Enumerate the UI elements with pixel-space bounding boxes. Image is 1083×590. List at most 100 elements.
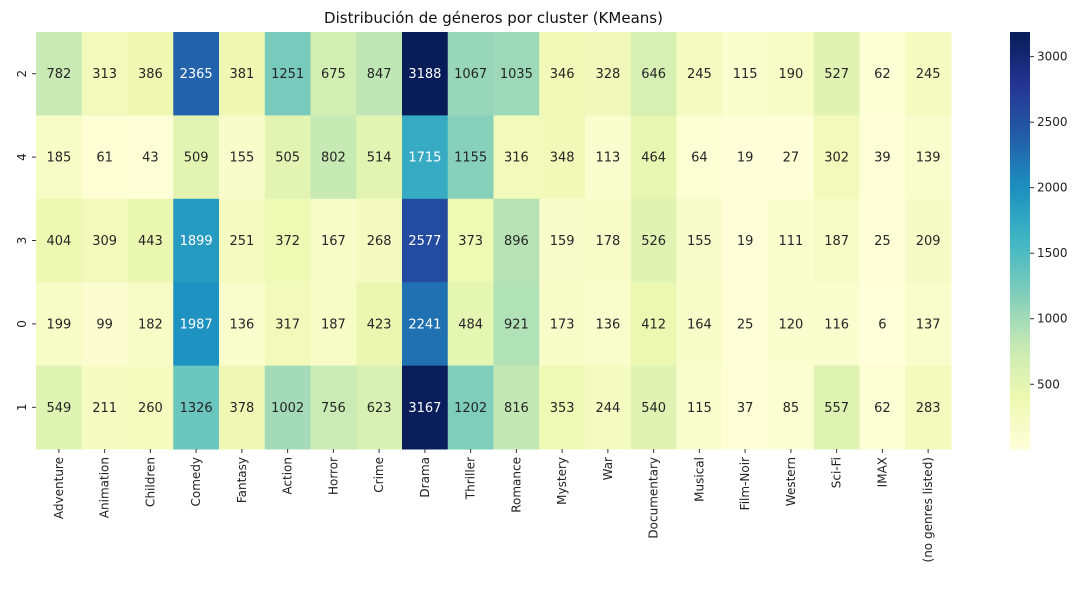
colorbar-segment — [1010, 216, 1030, 221]
cell-value-label: 211 — [92, 401, 117, 416]
colorbar-segment — [1010, 285, 1030, 290]
heatmap-cell — [859, 115, 906, 200]
heatmap-cell — [219, 198, 266, 283]
y-tick-label: 3 — [15, 237, 29, 245]
colorbar-segment — [1010, 219, 1030, 224]
colorbar-segment — [1010, 435, 1030, 440]
colorbar-segment — [1010, 108, 1030, 113]
colorbar-segment — [1010, 164, 1030, 169]
cell-value-label: 182 — [138, 317, 163, 332]
heatmap-cell — [539, 198, 586, 283]
cell-value-label: 25 — [737, 317, 754, 332]
heatmap-cell — [173, 32, 220, 116]
heatmap-cell — [905, 282, 952, 367]
heatmap-cell — [768, 282, 815, 367]
cell-value-label: 509 — [184, 151, 209, 166]
heatmap-cell — [630, 32, 677, 116]
cell-value-label: 484 — [458, 317, 483, 332]
x-tick-label: (no genres listed) — [921, 457, 935, 562]
heatmap-cell — [676, 115, 723, 200]
heatmap-cell — [585, 115, 632, 200]
colorbar-segment — [1010, 233, 1030, 238]
cell-value-label: 549 — [46, 401, 71, 416]
colorbar-segment — [1010, 177, 1030, 183]
x-tick-label: Adventure — [52, 457, 66, 519]
cell-value-label: 381 — [229, 67, 254, 82]
colorbar-segment — [1010, 386, 1030, 391]
heatmap-cell — [356, 198, 403, 283]
cell-value-label: 896 — [504, 234, 529, 249]
heatmap-cell — [630, 282, 677, 367]
cell-value-label: 268 — [367, 234, 392, 249]
cell-value-label: 115 — [733, 67, 758, 82]
colorbar-segment — [1010, 282, 1030, 287]
colorbar-segment — [1010, 247, 1030, 252]
heatmap-cell — [81, 198, 128, 283]
colorbar-segment — [1010, 101, 1030, 106]
colorbar-segment — [1010, 243, 1030, 249]
heatmap-cell — [859, 282, 906, 367]
heatmap-cell — [356, 32, 403, 116]
heatmap-cell — [173, 115, 220, 200]
cell-value-label: 251 — [229, 234, 254, 249]
colorbar-segment — [1010, 139, 1030, 144]
cell-value-label: 187 — [321, 317, 346, 332]
colorbar-segment — [1010, 355, 1030, 360]
colorbar-segment — [1010, 389, 1030, 394]
colorbar-segment — [1010, 143, 1030, 148]
colorbar-segment — [1010, 157, 1030, 162]
colorbar-segment — [1010, 421, 1030, 426]
colorbar-segment — [1010, 91, 1030, 96]
colorbar-segment — [1010, 313, 1030, 318]
heatmap-cell — [36, 32, 83, 116]
colorbar-segment — [1010, 171, 1030, 176]
heatmap-cell — [859, 32, 906, 116]
colorbar-segment — [1010, 292, 1030, 297]
colorbar-segment — [1010, 369, 1030, 374]
colorbar-tick-label: 3000 — [1037, 50, 1068, 64]
heatmap-cell — [539, 365, 586, 450]
y-tick-label: 4 — [15, 153, 29, 161]
x-tick-label: Children — [143, 457, 157, 507]
colorbar-segment — [1010, 351, 1030, 356]
cell-value-label: 137 — [916, 317, 941, 332]
cell-value-label: 328 — [595, 67, 620, 82]
colorbar-segment — [1010, 344, 1030, 349]
colorbar-segment — [1010, 341, 1030, 346]
cell-value-label: 27 — [783, 151, 800, 166]
colorbar-segment — [1010, 94, 1030, 99]
cell-value-label: 317 — [275, 317, 300, 332]
x-tick-label: War — [601, 457, 615, 480]
colorbar-tick-label: 2000 — [1037, 181, 1068, 195]
cell-value-label: 190 — [778, 67, 803, 82]
cell-value-label: 1067 — [454, 67, 487, 82]
colorbar-segment — [1010, 174, 1030, 179]
colorbar-segment — [1010, 45, 1030, 50]
y-tick-label: 1 — [15, 403, 29, 411]
heatmap-cell — [768, 115, 815, 200]
heatmap-cell — [264, 32, 311, 116]
x-tick-label: Romance — [509, 457, 523, 513]
x-tick-label: Animation — [98, 457, 112, 518]
colorbar-segment — [1010, 337, 1030, 342]
heatmap-cell — [264, 115, 311, 200]
colorbar-segment — [1010, 160, 1030, 165]
heatmap-cell — [36, 198, 83, 283]
heatmap-cell — [585, 32, 632, 116]
heatmap-cell — [402, 115, 449, 200]
cell-value-label: 164 — [687, 317, 712, 332]
colorbar-segment — [1010, 348, 1030, 353]
heatmap-cell — [81, 115, 128, 200]
cell-value-label: 505 — [275, 151, 300, 166]
cell-value-label: 378 — [229, 401, 254, 416]
heatmap-cell — [722, 32, 769, 116]
cell-value-label: 120 — [778, 317, 803, 332]
heatmap-cell — [813, 282, 860, 367]
heatmap-cell — [722, 365, 769, 450]
colorbar-segment — [1010, 264, 1030, 269]
heatmap-cell — [722, 115, 769, 200]
colorbar-segment — [1010, 358, 1030, 363]
heatmap-cell — [173, 198, 220, 283]
cell-value-label: 244 — [595, 401, 620, 416]
heatmap-cell — [539, 282, 586, 367]
